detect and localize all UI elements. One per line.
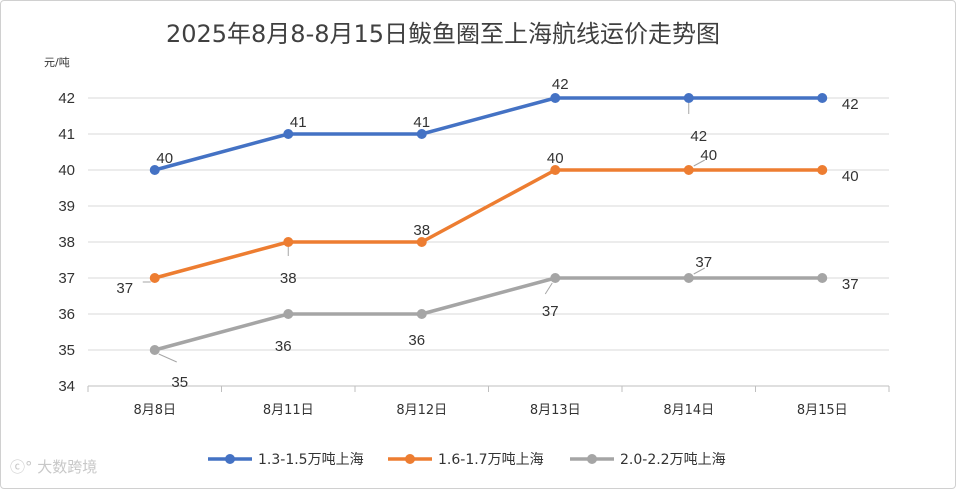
- data-label: 38: [280, 270, 297, 287]
- data-label: 40: [547, 150, 564, 167]
- data-point: [683, 93, 694, 103]
- y-tick-label: 36: [58, 306, 75, 323]
- watermark-icon: ⓒ°: [10, 458, 33, 476]
- data-label: 40: [842, 168, 859, 185]
- label-leader: [693, 159, 705, 167]
- data-point: [416, 129, 427, 139]
- data-point: [683, 165, 694, 175]
- legend-label-2: 1.6-1.7万吨上海: [438, 452, 544, 468]
- data-point: [817, 93, 828, 103]
- data-point: [550, 165, 561, 175]
- data-label: 42: [552, 76, 569, 93]
- data-point: [683, 273, 694, 283]
- y-tick-label: 41: [58, 126, 75, 143]
- data-point: [149, 273, 160, 283]
- series-line-1: [154, 96, 823, 172]
- data-point: [416, 237, 427, 247]
- data-label: 40: [156, 150, 173, 167]
- legend-marker-1: [225, 454, 235, 464]
- y-tick-label: 38: [58, 234, 75, 251]
- data-label: 41: [413, 114, 430, 131]
- series-line-3: [154, 276, 823, 352]
- chart-title: 2025年8月8-8月15日鲅鱼圈至上海航线运价走势图: [165, 20, 721, 48]
- data-point: [550, 93, 561, 103]
- data-point: [817, 165, 828, 175]
- data-point: [416, 309, 427, 319]
- y-tick-label: 37: [58, 270, 75, 287]
- data-point: [817, 273, 828, 283]
- x-tick-label: 8月13日: [530, 403, 581, 418]
- watermark-logo: ⓒ° 大数跨境: [10, 456, 97, 477]
- data-label: 38: [413, 222, 430, 239]
- x-tick-label: 8月14日: [663, 403, 714, 418]
- y-tick-label: 39: [58, 198, 75, 215]
- x-tick-label: 8月11日: [263, 403, 314, 418]
- data-label: 37: [542, 303, 559, 320]
- y-tick-label: 35: [58, 342, 75, 359]
- data-label: 42: [690, 128, 707, 145]
- data-point: [283, 237, 294, 247]
- y-tick-label: 42: [58, 90, 75, 107]
- legend-marker-3: [587, 454, 597, 464]
- legend-marker-2: [405, 454, 415, 464]
- data-label: 37: [116, 280, 133, 297]
- data-label: 40: [700, 147, 717, 164]
- data-label: 36: [408, 332, 425, 349]
- data-point: [149, 165, 160, 175]
- x-tick-label: 8月12日: [396, 403, 447, 418]
- legend-label-3: 2.0-2.2万吨上海: [620, 452, 726, 468]
- watermark-text: 大数跨境: [37, 458, 98, 476]
- label-leader: [693, 267, 705, 275]
- data-label: 37: [842, 276, 859, 293]
- x-tick-label: 8月8日: [133, 403, 176, 418]
- data-label: 36: [275, 338, 292, 355]
- data-label: 41: [290, 114, 307, 131]
- x-tick-label: 8月15日: [797, 403, 848, 418]
- y-axis-label: 元/吨: [44, 56, 70, 69]
- legend-label-1: 1.3-1.5万吨上海: [258, 452, 364, 468]
- data-point: [283, 129, 294, 139]
- label-leader: [544, 282, 553, 295]
- series-line-2: [154, 168, 823, 280]
- data-point: [550, 273, 561, 283]
- label-leader: [158, 353, 177, 363]
- data-label: 37: [695, 254, 712, 271]
- data-label: 35: [171, 374, 188, 391]
- data-label: 42: [842, 96, 859, 113]
- y-tick-label: 40: [58, 162, 75, 179]
- data-point: [149, 345, 160, 355]
- data-point: [283, 309, 294, 319]
- y-tick-label: 34: [58, 378, 75, 395]
